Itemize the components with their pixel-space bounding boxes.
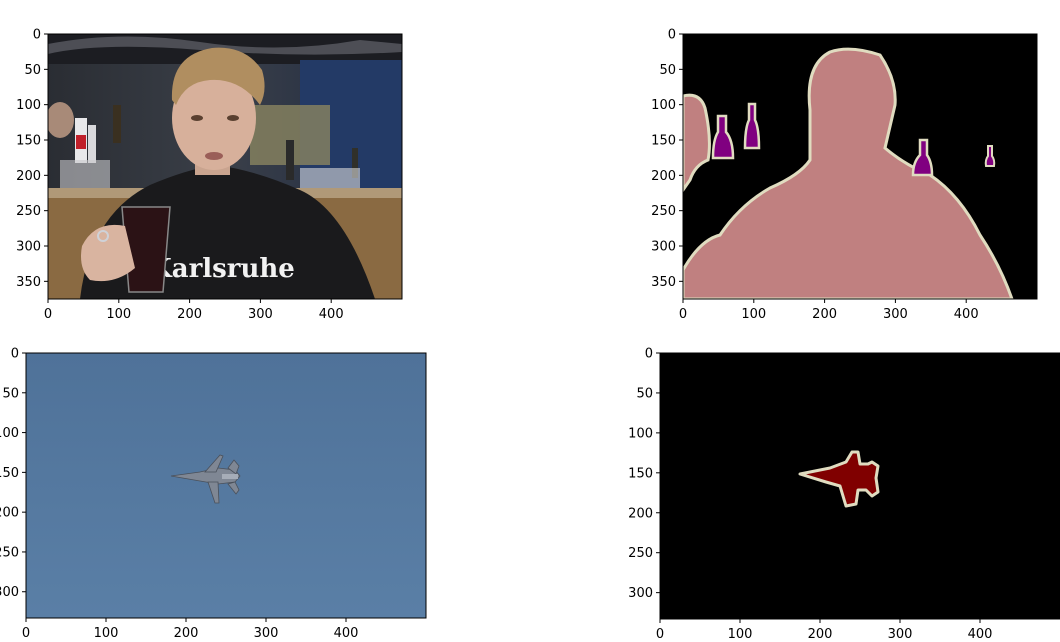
y-tick-label: 0	[668, 28, 676, 43]
x-tick-label: 200	[812, 307, 837, 322]
panel-photo-jet: 0 100 200 300 400 0 50 100 150 200 250 300	[0, 347, 427, 642]
y-tick-label: 250	[16, 204, 41, 219]
y-tick-label: 100	[0, 426, 19, 441]
x-tick-label: 400	[968, 627, 993, 642]
x-tick-label: 300	[248, 307, 273, 322]
panel-photo-person: Karlsruhe 0 100 200 300 400 0 50 100 150 200 250 30…	[16, 28, 403, 323]
x-tick-label: 0	[656, 627, 664, 642]
x-tick-label: 300	[254, 626, 279, 641]
x-tick-label: 100	[94, 626, 119, 641]
x-tick-label: 300	[883, 307, 908, 322]
y-tick-label: 0	[11, 347, 19, 362]
y-tick-label: 50	[636, 386, 653, 401]
x-tick-label: 200	[177, 307, 202, 322]
y-tick-label: 100	[628, 426, 653, 441]
axes-ticks: 0 100 200 300 400 0 50 100 150 200 250 300	[628, 347, 992, 642]
axes-ticks: 0 100 200 300 400 0 50 100 150 200 250 300 350	[16, 28, 343, 323]
y-tick-label: 250	[651, 204, 676, 219]
panel-mask-person: 0 100 200 300 400 0 50 100 150 200 250 300 350	[651, 28, 1038, 323]
y-tick-label: 100	[16, 98, 41, 113]
y-tick-label: 350	[651, 275, 676, 290]
x-tick-label: 400	[334, 626, 359, 641]
x-tick-label: 0	[44, 307, 52, 322]
y-tick-label: 300	[16, 240, 41, 255]
y-tick-label: 150	[628, 466, 653, 481]
mask-jet-image	[660, 353, 1060, 619]
y-tick-label: 50	[2, 386, 19, 401]
axes-ticks: 0 100 200 300 400 0 50 100 150 200 250 300	[0, 347, 358, 642]
panel-mask-jet: 0 100 200 300 400 0 50 100 150 200 250 300	[628, 347, 1060, 642]
y-tick-label: 300	[0, 585, 19, 600]
photo-person-image: Karlsruhe	[48, 34, 402, 299]
x-tick-label: 400	[319, 307, 344, 322]
x-tick-label: 100	[741, 307, 766, 322]
y-tick-label: 200	[16, 169, 41, 184]
y-tick-label: 150	[0, 466, 19, 481]
y-tick-label: 50	[659, 63, 676, 78]
x-tick-label: 0	[22, 626, 30, 641]
y-tick-label: 150	[651, 134, 676, 149]
axes-frame	[47, 33, 403, 300]
y-tick-label: 250	[0, 545, 19, 560]
y-tick-label: 300	[628, 586, 653, 601]
y-tick-label: 100	[651, 98, 676, 113]
y-tick-label: 200	[651, 169, 676, 184]
y-tick-label: 0	[33, 28, 41, 43]
photo-jet-image	[26, 353, 426, 618]
x-tick-label: 200	[808, 627, 833, 642]
x-tick-label: 0	[679, 307, 687, 322]
axes-frame	[682, 33, 1038, 300]
y-tick-label: 250	[628, 546, 653, 561]
x-tick-label: 100	[106, 307, 131, 322]
x-tick-label: 400	[954, 307, 979, 322]
y-tick-label: 350	[16, 275, 41, 290]
y-tick-label: 200	[0, 506, 19, 521]
shirt-text: Karlsruhe	[149, 254, 295, 284]
y-tick-label: 150	[16, 134, 41, 149]
x-tick-label: 100	[728, 627, 753, 642]
y-tick-label: 50	[24, 63, 41, 78]
axes-frame	[25, 352, 427, 619]
axes-frame	[659, 352, 1060, 620]
x-tick-label: 200	[174, 626, 199, 641]
y-tick-label: 300	[651, 240, 676, 255]
y-tick-label: 200	[628, 506, 653, 521]
x-tick-label: 300	[888, 627, 913, 642]
y-tick-label: 0	[645, 347, 653, 362]
axes-ticks: 0 100 200 300 400 0 50 100 150 200 250 300 350	[651, 28, 978, 323]
mask-person-image	[683, 34, 1037, 299]
